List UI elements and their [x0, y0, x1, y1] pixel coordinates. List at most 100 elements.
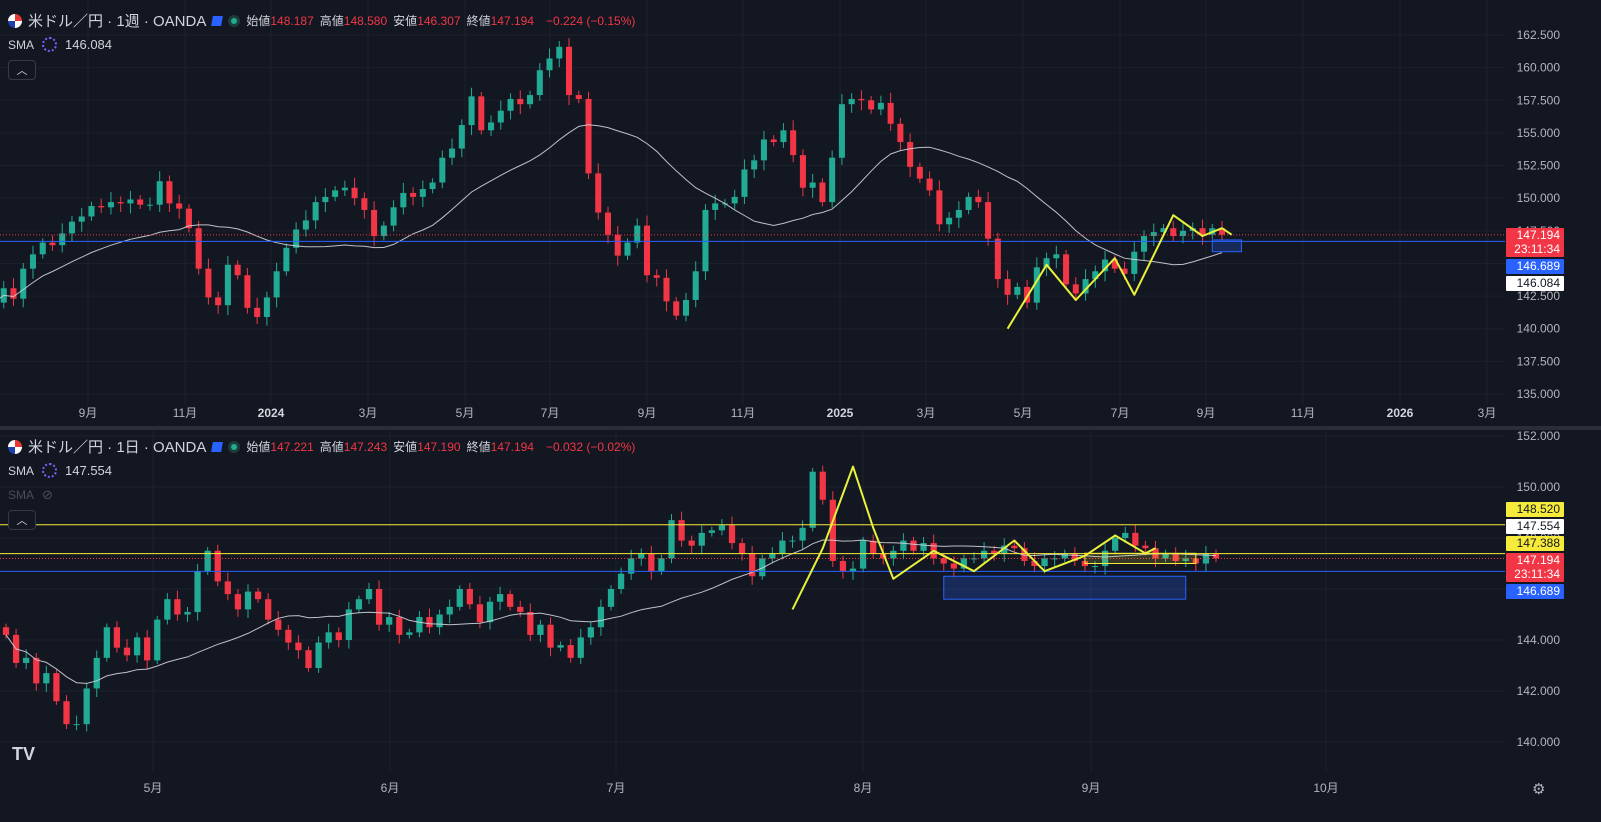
y-tick-label: 140.000 [1517, 735, 1561, 749]
candle-up [682, 300, 689, 316]
candle-down [1212, 553, 1220, 559]
candle-up [1051, 558, 1058, 560]
candle-up [59, 233, 66, 246]
candle-up [859, 540, 867, 569]
candle-down [819, 182, 826, 203]
x-tick-label: 2024 [258, 406, 285, 420]
y-tick-label: 135.000 [1517, 387, 1561, 401]
candle-up [456, 589, 463, 607]
daily-symbol-title[interactable]: 米ドル／円 · 1日 · OANDA [28, 439, 207, 456]
tradingview-logo[interactable]: TV [12, 744, 35, 765]
daily-range-box [1084, 552, 1197, 564]
candle-up [718, 525, 726, 531]
candle-up [780, 130, 787, 143]
candle-down [1132, 532, 1139, 546]
candle-up [107, 202, 114, 208]
candle-up [355, 599, 363, 610]
candle-up [624, 242, 631, 256]
price-tag-text: 147.388 [1517, 536, 1561, 550]
candle-down [396, 617, 403, 635]
candle-up [1082, 279, 1089, 294]
candle-up [468, 96, 475, 126]
weekly-ohlc-label: 始値 [246, 14, 271, 28]
candle-down [975, 196, 982, 203]
candle-down [839, 560, 847, 572]
price-tag-text: 147.194 [1517, 553, 1561, 567]
candle-up [965, 196, 972, 210]
candle-up [302, 220, 309, 230]
eye-off-icon[interactable]: ⊘ [42, 487, 53, 502]
candle-up [146, 204, 153, 206]
price-tag-text: 146.689 [1517, 584, 1561, 598]
candle-up [73, 724, 80, 726]
candle-up [133, 637, 141, 656]
candle-up [759, 558, 766, 577]
candle-up [849, 568, 857, 572]
sma-source-icon[interactable] [42, 463, 58, 478]
candle-down [113, 627, 121, 648]
candle-up [20, 268, 27, 299]
tradingview-logo-text: TV [12, 744, 36, 764]
daily-ohlc-value: 147.243 [343, 440, 388, 454]
candle-down [205, 268, 212, 298]
x-tick-label: 6月 [381, 781, 400, 795]
candle-up [436, 614, 443, 628]
candle-up [536, 70, 543, 96]
candle-down [174, 599, 181, 615]
candle-up [458, 125, 465, 149]
weekly-candles [0, 38, 1226, 326]
weekly-sma-legend[interactable]: SMA 146.084 [8, 37, 112, 52]
candle-down [63, 701, 70, 725]
candle-down [673, 301, 680, 316]
candle-down [940, 558, 947, 564]
candle-up [446, 606, 453, 615]
candle-down [1199, 228, 1206, 235]
price-tag-bg [1506, 502, 1564, 517]
market-status-icon[interactable] [228, 440, 241, 453]
candle-down [176, 203, 183, 209]
candle-up [698, 532, 705, 546]
x-tick-label: 10月 [1313, 781, 1338, 795]
candle-up [1160, 228, 1167, 233]
candle-up [890, 550, 897, 559]
x-tick-label: 9月 [1082, 781, 1101, 795]
candle-down [476, 604, 484, 623]
candle-up [848, 98, 855, 105]
candle-up [496, 594, 504, 602]
daily-sma2-legend[interactable]: SMA ⊘ [8, 487, 53, 503]
candle-down [1121, 268, 1128, 274]
candle-down [166, 181, 173, 204]
weekly-symbol-title[interactable]: 米ドル／円 · 1週 · OANDA [28, 13, 207, 30]
market-status-icon[interactable] [228, 14, 241, 27]
candle-down [595, 173, 602, 213]
candle-down [33, 657, 40, 684]
price-tag-bg [1506, 584, 1564, 599]
daily-collapse-legend-button[interactable]: ︿ [8, 510, 36, 530]
candle-up [760, 139, 767, 161]
x-tick-label: 7月 [541, 406, 560, 420]
candle-down [361, 198, 368, 210]
candle-up [332, 190, 339, 197]
candle-down [517, 606, 524, 612]
candle-up [164, 599, 171, 620]
gear-icon[interactable]: ⚙ [1532, 781, 1546, 798]
candle-up [341, 187, 348, 191]
weekly-legend: 米ドル／円 · 1週 · OANDA 始値148.187 高値148.580 安値1… [8, 10, 635, 31]
candle-down [1142, 545, 1149, 549]
candle-up [1102, 259, 1109, 272]
candle-up [638, 553, 645, 559]
candle-up [960, 558, 968, 569]
daily-ohlc-label: 安値 [393, 440, 418, 454]
sma-source-icon[interactable] [42, 37, 58, 52]
delay-flag-icon [211, 441, 224, 452]
candle-up [779, 540, 786, 554]
candle-up [789, 540, 796, 542]
weekly-collapse-legend-button[interactable]: ︿ [8, 60, 36, 80]
daily-sma-legend[interactable]: SMA 147.554 [8, 463, 112, 478]
weekly-ohlc-value: 146.307 [417, 14, 461, 28]
weekly-change: −0.224 (−0.15%) [545, 13, 636, 28]
candle-down [1218, 228, 1226, 235]
x-tick-label: 5月 [456, 406, 475, 420]
